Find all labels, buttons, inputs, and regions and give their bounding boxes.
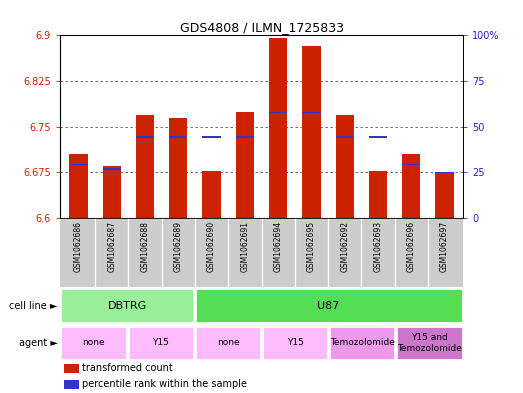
Text: GSM1062695: GSM1062695: [307, 221, 316, 272]
Title: GDS4808 / ILMN_1725833: GDS4808 / ILMN_1725833: [179, 21, 344, 34]
Bar: [69, 154, 87, 218]
Bar: [136, 136, 154, 138]
Bar: [269, 39, 287, 218]
Text: agent ►: agent ►: [19, 338, 58, 348]
Bar: [402, 164, 420, 165]
Text: Y15: Y15: [152, 338, 169, 347]
Text: GSM1062688: GSM1062688: [141, 221, 150, 272]
Bar: [64, 380, 78, 389]
Text: Temozolomide: Temozolomide: [329, 338, 395, 347]
Bar: [69, 164, 87, 165]
Bar: [262, 326, 328, 360]
Text: percentile rank within the sample: percentile rank within the sample: [82, 379, 247, 389]
Bar: [236, 112, 254, 218]
Text: Y15: Y15: [287, 338, 303, 347]
Bar: [61, 288, 194, 323]
Text: GSM1062694: GSM1062694: [274, 221, 282, 272]
Text: cell line ►: cell line ►: [9, 301, 58, 310]
Bar: [169, 118, 187, 218]
Bar: [64, 364, 78, 373]
Text: DBTRG: DBTRG: [108, 301, 147, 310]
Text: GSM1062690: GSM1062690: [207, 221, 216, 272]
Bar: [302, 46, 321, 218]
Bar: [169, 136, 187, 138]
Text: GSM1062696: GSM1062696: [407, 221, 416, 272]
Text: transformed count: transformed count: [82, 364, 173, 373]
Bar: [302, 112, 321, 114]
Bar: [369, 171, 387, 218]
Text: none: none: [217, 338, 239, 347]
Text: U87: U87: [317, 301, 340, 310]
Text: GSM1062687: GSM1062687: [107, 221, 116, 272]
Bar: [61, 326, 127, 360]
Text: GSM1062693: GSM1062693: [373, 221, 382, 272]
Text: GSM1062686: GSM1062686: [74, 221, 83, 272]
Text: GSM1062697: GSM1062697: [440, 221, 449, 272]
Bar: [369, 136, 387, 138]
Bar: [269, 112, 287, 114]
Text: Y15 and
Temozolomide: Y15 and Temozolomide: [397, 333, 462, 353]
Bar: [435, 172, 453, 173]
Bar: [336, 136, 354, 138]
Bar: [336, 114, 354, 218]
Bar: [103, 168, 121, 169]
Text: GSM1062689: GSM1062689: [174, 221, 183, 272]
Bar: [396, 326, 462, 360]
Bar: [435, 173, 453, 218]
Bar: [195, 288, 462, 323]
Bar: [329, 326, 395, 360]
Text: none: none: [83, 338, 105, 347]
Bar: [128, 326, 194, 360]
Text: GSM1062691: GSM1062691: [241, 221, 249, 272]
Bar: [202, 136, 221, 138]
Bar: [236, 136, 254, 138]
Bar: [195, 326, 261, 360]
Bar: [202, 171, 221, 218]
Bar: [136, 114, 154, 218]
Bar: [103, 166, 121, 218]
Bar: [402, 154, 420, 218]
Text: GSM1062692: GSM1062692: [340, 221, 349, 272]
